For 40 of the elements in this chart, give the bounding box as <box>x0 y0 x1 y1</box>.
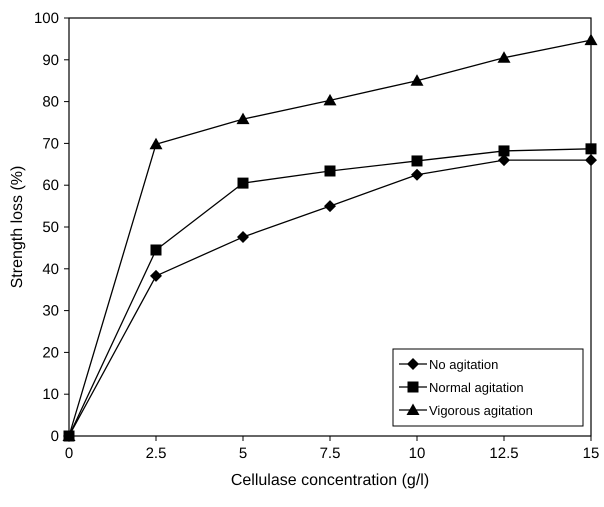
point <box>584 34 598 46</box>
x-tick-label: 10 <box>408 445 426 462</box>
point <box>150 244 162 256</box>
x-axis-title: Cellulase concentration (g/l) <box>230 472 430 489</box>
point <box>498 145 510 156</box>
legend-label: Vigorous agitation <box>429 403 533 418</box>
point <box>586 143 596 154</box>
point <box>410 74 424 86</box>
point <box>498 51 510 63</box>
point <box>412 155 422 166</box>
point <box>236 112 250 124</box>
x-tick-label: 2.5 <box>146 445 166 462</box>
point <box>150 270 162 282</box>
y-tick-label: 90 <box>42 52 59 69</box>
point <box>411 168 423 181</box>
y-tick-label: 10 <box>42 386 59 404</box>
x-tick-label: 12.5 <box>489 445 519 462</box>
point <box>237 231 249 244</box>
y-tick-label: 60 <box>42 177 59 194</box>
y-axis-title: Strength loss (%) <box>9 166 26 288</box>
y-tick-label: 40 <box>42 260 59 278</box>
point <box>324 165 336 176</box>
x-tick-label: 0 <box>64 445 74 462</box>
point <box>324 94 336 106</box>
x-tick-label: 5 <box>238 445 248 462</box>
x-tick-label: 15 <box>582 445 600 462</box>
y-tick-label: 100 <box>34 10 59 27</box>
legend-label: Normal agitation <box>429 380 524 395</box>
x-tick-label: 7.5 <box>320 445 340 462</box>
point <box>150 138 162 150</box>
y-tick-label: 80 <box>42 94 59 111</box>
y-tick-label: 30 <box>42 302 59 320</box>
y-tick-label: 0 <box>50 428 59 445</box>
point <box>324 200 336 212</box>
point <box>585 154 597 166</box>
legend-label: No agitation <box>429 357 498 372</box>
y-tick-label: 70 <box>42 135 59 152</box>
y-tick-label: 20 <box>42 344 59 362</box>
y-tick-label: 50 <box>42 219 59 236</box>
point <box>238 178 248 189</box>
